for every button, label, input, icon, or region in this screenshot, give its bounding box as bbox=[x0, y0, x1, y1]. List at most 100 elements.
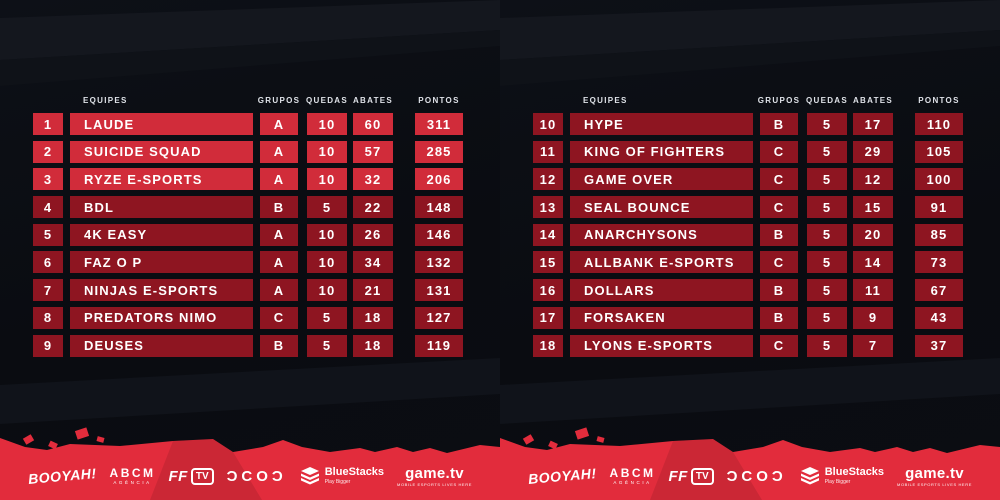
gametv-tagline: MOBILE ESPORTS LIVES HERE bbox=[397, 481, 472, 487]
rank-cell: 13 bbox=[533, 196, 563, 219]
table-row: 5 4K EASY A 10 26 146 bbox=[33, 223, 463, 246]
team-name-cell: KING OF FIGHTERS bbox=[570, 140, 753, 163]
abates-cell: 22 bbox=[353, 196, 393, 219]
group-cell: A bbox=[260, 168, 298, 191]
sponsor-bar: BOOYAH! ABCM AGÊNCIA FF TV ƆCOƆ BlueStacks Play… bbox=[500, 456, 1000, 496]
gametv-tagline: MOBILE ESPORTS LIVES HERE bbox=[897, 481, 972, 487]
rank-cell: 4 bbox=[33, 196, 63, 219]
layer-stack-icon bbox=[800, 467, 820, 485]
table-row: 3 RYZE E-SPORTS A 10 32 206 bbox=[33, 168, 463, 191]
team-name-cell: SEAL BOUNCE bbox=[570, 196, 753, 219]
quedas-cell: 10 bbox=[307, 279, 347, 302]
confetti bbox=[574, 427, 590, 440]
pontos-cell: 91 bbox=[915, 196, 963, 219]
group-cell: A bbox=[260, 223, 298, 246]
team-name-cell: SUICIDE SQUAD bbox=[70, 140, 253, 163]
team-name-cell: HYPE bbox=[570, 113, 753, 135]
abcm-wordmark: ABCM bbox=[109, 465, 156, 480]
confetti bbox=[22, 434, 35, 445]
sponsor-gametv-logo: game.tv MOBILE ESPORTS LIVES HERE bbox=[897, 466, 972, 487]
group-cell: B bbox=[760, 223, 798, 246]
quedas-cell: 10 bbox=[307, 251, 347, 274]
rank-cell: 11 bbox=[533, 140, 563, 163]
table-row: 10 HYPE B 5 17 110 bbox=[533, 113, 963, 135]
abates-cell: 9 bbox=[853, 306, 893, 329]
sponsor-gametv-logo: game.tv MOBILE ESPORTS LIVES HERE bbox=[397, 466, 472, 487]
standings-table-ranks-10-18: 10 HYPE B 5 17 110 11 KING OF FIGHTERS C 5 29 105 12… bbox=[533, 113, 963, 362]
group-cell: A bbox=[260, 140, 298, 163]
pontos-cell: 311 bbox=[415, 113, 463, 135]
group-cell: C bbox=[760, 168, 798, 191]
pontos-cell: 206 bbox=[415, 168, 463, 191]
team-name-cell: DEUSES bbox=[70, 334, 253, 357]
abcm-tagline: AGÊNCIA bbox=[113, 479, 152, 485]
pontos-cell: 73 bbox=[915, 251, 963, 274]
abcm-wordmark: ABCM bbox=[609, 465, 656, 480]
abates-cell: 57 bbox=[353, 140, 393, 163]
tv-badge-icon: TV bbox=[190, 467, 214, 485]
group-cell: A bbox=[260, 279, 298, 302]
table-row: 12 GAME OVER C 5 12 100 bbox=[533, 168, 963, 191]
rank-cell: 8 bbox=[33, 306, 63, 329]
group-cell: C bbox=[760, 334, 798, 357]
quedas-cell: 5 bbox=[307, 306, 347, 329]
gametv-wordmark: game.tv bbox=[405, 464, 464, 482]
booyah-wordmark: BOOYAH! bbox=[527, 465, 598, 487]
rank-cell: 12 bbox=[533, 168, 563, 191]
sponsor-footer: BOOYAH! ABCM AGÊNCIA FF TV ƆCOƆ BlueStacks Play… bbox=[500, 427, 1000, 500]
dcod-wordmark: ƆCOƆ bbox=[726, 467, 787, 485]
group-cell: C bbox=[760, 140, 798, 163]
abates-cell: 29 bbox=[853, 140, 893, 163]
confetti bbox=[596, 436, 605, 443]
team-name-cell: LAUDE bbox=[70, 113, 253, 135]
group-cell: A bbox=[260, 251, 298, 274]
sponsor-dcod-logo: ƆCOƆ bbox=[227, 469, 287, 484]
column-header-equipes: EQUIPES bbox=[83, 95, 128, 105]
quedas-cell: 5 bbox=[807, 168, 847, 191]
rank-cell: 10 bbox=[533, 113, 563, 135]
group-cell: C bbox=[760, 251, 798, 274]
team-name-cell: FAZ O P bbox=[70, 251, 253, 274]
table-row: 1 LAUDE A 10 60 311 bbox=[33, 113, 463, 135]
sponsor-abcm-logo: ABCM AGÊNCIA bbox=[610, 467, 656, 486]
pontos-cell: 148 bbox=[415, 196, 463, 219]
team-name-cell: 4K EASY bbox=[70, 223, 253, 246]
standings-panel-2: EQUIPES GRUPOS QUEDAS ABATES PONTOS 10 HY… bbox=[500, 0, 1000, 500]
confetti bbox=[522, 434, 535, 445]
abcm-tagline: AGÊNCIA bbox=[613, 479, 652, 485]
pontos-cell: 37 bbox=[915, 334, 963, 357]
column-header-pontos: PONTOS bbox=[418, 95, 460, 105]
sponsor-booyah-logo: BOOYAH! bbox=[27, 465, 97, 487]
abates-cell: 26 bbox=[353, 223, 393, 246]
abates-cell: 32 bbox=[353, 168, 393, 191]
abates-cell: 14 bbox=[853, 251, 893, 274]
rank-cell: 6 bbox=[33, 251, 63, 274]
pontos-cell: 100 bbox=[915, 168, 963, 191]
team-name-cell: ANARCHYSONS bbox=[570, 223, 753, 246]
pontos-cell: 146 bbox=[415, 223, 463, 246]
quedas-cell: 10 bbox=[307, 223, 347, 246]
abates-cell: 11 bbox=[853, 279, 893, 302]
quedas-cell: 5 bbox=[807, 306, 847, 329]
bluestacks-wordmark: BlueStacks bbox=[824, 466, 885, 478]
pontos-cell: 131 bbox=[415, 279, 463, 302]
abates-cell: 20 bbox=[853, 223, 893, 246]
pontos-cell: 110 bbox=[915, 113, 963, 135]
column-header-quedas: QUEDAS bbox=[305, 95, 349, 105]
column-header-equipes: EQUIPES bbox=[583, 95, 628, 105]
rank-cell: 17 bbox=[533, 306, 563, 329]
rank-cell: 3 bbox=[33, 168, 63, 191]
group-cell: B bbox=[760, 306, 798, 329]
abates-cell: 21 bbox=[353, 279, 393, 302]
abates-cell: 60 bbox=[353, 113, 393, 135]
quedas-cell: 10 bbox=[307, 168, 347, 191]
quedas-cell: 5 bbox=[807, 140, 847, 163]
table-row: 2 SUICIDE SQUAD A 10 57 285 bbox=[33, 140, 463, 163]
group-cell: C bbox=[760, 196, 798, 219]
fftv-wordmark: FF bbox=[668, 467, 688, 485]
team-name-cell: PREDATORS NIMO bbox=[70, 306, 253, 329]
quedas-cell: 5 bbox=[807, 279, 847, 302]
gametv-wordmark: game.tv bbox=[905, 464, 964, 482]
table-row: 9 DEUSES B 5 18 119 bbox=[33, 334, 463, 357]
